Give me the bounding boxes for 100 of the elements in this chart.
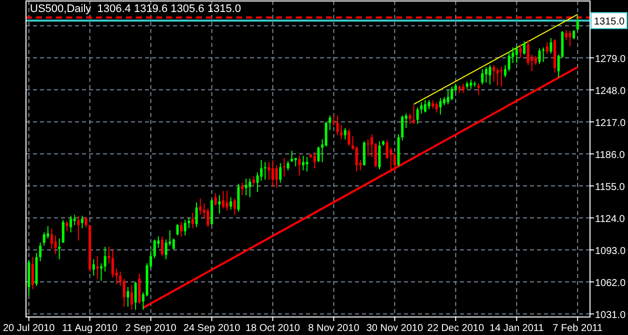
candlestick — [526, 40, 530, 66]
candlestick — [481, 68, 484, 86]
candlestick — [188, 217, 190, 229]
candlestick — [546, 42, 548, 54]
candlestick — [42, 232, 46, 246]
candlestick — [504, 64, 506, 78]
ref-line-label: 1315.0 — [594, 16, 626, 28]
candlestick — [206, 208, 210, 228]
x-tick-label: 8 Nov 2010 — [308, 323, 360, 334]
x-tick-label: 22 Dec 2010 — [427, 323, 484, 334]
y-tick-label: 1279.0 — [595, 54, 626, 65]
candlestick — [31, 256, 34, 290]
candlestick — [408, 113, 412, 124]
candlestick — [282, 157, 286, 178]
candlestick — [420, 102, 423, 114]
candlestick — [439, 98, 442, 116]
candlestick — [54, 234, 57, 255]
candlestick — [176, 224, 179, 236]
candlestick — [470, 78, 472, 90]
candlestick — [264, 162, 266, 180]
candlestick — [378, 140, 381, 170]
candlestick — [332, 114, 335, 126]
chart-title: US500,Daily 1306.4 1319.6 1305.6 1315.0 — [30, 3, 241, 15]
y-tick-label: 1155.0 — [595, 182, 626, 193]
y-tick-label: 1031.0 — [595, 310, 626, 321]
candlestick — [313, 151, 316, 169]
y-tick-label: 1186.0 — [595, 150, 626, 161]
candlestick — [401, 115, 404, 141]
candlestick — [191, 212, 194, 229]
candlestick — [362, 140, 366, 166]
candlestick — [542, 46, 545, 62]
x-tick-label: 11 Aug 2010 — [62, 323, 118, 334]
candlestick — [538, 48, 541, 64]
candlestick — [446, 89, 450, 105]
candlestick — [508, 51, 510, 72]
candlestick — [230, 196, 232, 210]
candlestick — [153, 239, 156, 259]
candlestick — [39, 242, 42, 262]
candlestick — [317, 146, 320, 163]
candlestick — [572, 29, 576, 40]
candlestick — [550, 38, 552, 54]
y-tick-label: 1124.0 — [595, 214, 626, 225]
candlestick — [275, 164, 278, 188]
x-tick-label: 18 Oct 2010 — [246, 323, 300, 334]
candlestick — [126, 286, 130, 308]
candlestick — [386, 140, 388, 160]
candlestick — [576, 15, 579, 31]
candlestick — [218, 194, 221, 214]
candlestick — [122, 278, 126, 308]
candlestick — [130, 284, 133, 310]
candlestick — [70, 215, 72, 233]
candlestick — [80, 215, 84, 229]
x-tick-label: 24 Sep 2010 — [183, 323, 241, 334]
candlestick — [104, 246, 106, 272]
x-tick-label: 20 Jul 2010 — [3, 323, 56, 334]
candlestick — [450, 86, 454, 101]
x-tick-label: 30 Nov 2010 — [366, 323, 424, 334]
candlestick — [306, 156, 308, 172]
candlestick — [199, 198, 202, 216]
candlestick — [336, 115, 339, 136]
y-tick-label: 1217.0 — [595, 118, 626, 129]
candlestick — [279, 162, 282, 184]
candlestick — [393, 152, 396, 172]
candlestick — [73, 214, 76, 226]
candlestick — [92, 258, 95, 276]
candlestick — [519, 44, 522, 58]
candlestick — [416, 106, 419, 124]
candlestick — [134, 281, 137, 310]
candlestick — [244, 178, 248, 196]
candlestick — [180, 221, 183, 237]
candlestick — [222, 190, 224, 210]
y-tick-label: 1093.0 — [595, 246, 626, 257]
candlestick — [488, 64, 492, 86]
y-tick-label: 1248.0 — [595, 86, 626, 97]
candlestick — [424, 100, 426, 114]
candlestick — [260, 160, 263, 182]
candlestick — [523, 40, 526, 56]
candlestick — [160, 236, 164, 257]
candlestick — [195, 202, 198, 228]
candlestick — [111, 249, 114, 278]
candlestick — [96, 256, 99, 280]
x-tick-label: 2 Sep 2010 — [125, 323, 177, 334]
candlestick — [210, 198, 214, 226]
x-tick-label: 7 Feb 2011 — [552, 323, 603, 334]
candlestick — [492, 64, 496, 82]
candlestick — [172, 238, 175, 250]
x-tick-label: 14 Jan 2011 — [489, 323, 544, 334]
candlestick — [348, 128, 350, 146]
candlestick — [496, 68, 499, 86]
candlestick — [58, 238, 61, 260]
candlestick — [77, 215, 80, 242]
candlestick — [100, 262, 103, 282]
candlestick — [290, 150, 294, 163]
candlestick — [568, 30, 572, 47]
candlestick — [366, 138, 370, 156]
candlestick — [435, 102, 438, 114]
candlestick — [340, 124, 343, 140]
candlestick — [226, 190, 228, 212]
candlestick — [84, 216, 88, 228]
candlestick — [233, 198, 236, 216]
